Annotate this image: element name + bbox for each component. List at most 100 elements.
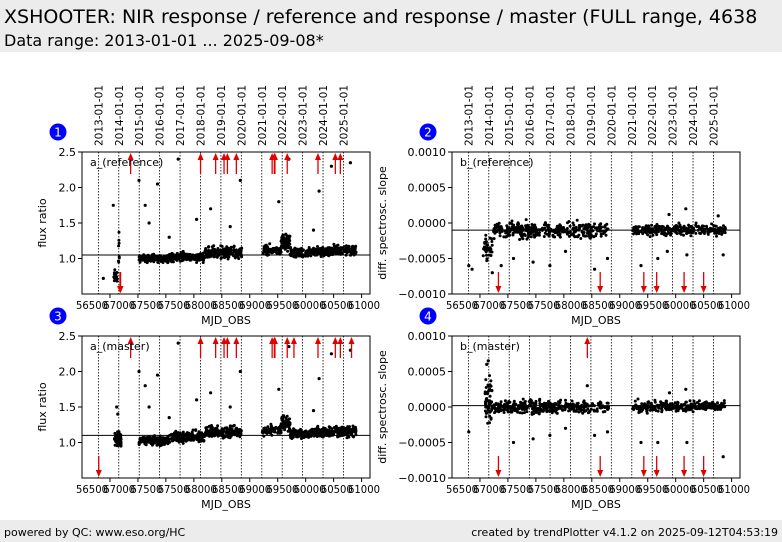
y-tick-label: −0.0010: [398, 472, 446, 485]
data-point: [167, 416, 171, 420]
data-point: [162, 258, 165, 262]
outlier-arrowhead: [271, 153, 278, 160]
data-point: [524, 407, 528, 411]
data-point: [575, 402, 579, 406]
y-tick-label: 0.0010: [408, 146, 447, 159]
x-tick-label: 60500: [691, 484, 723, 496]
data-point: [288, 422, 292, 426]
outlier-arrowhead: [681, 470, 688, 477]
data-point: [586, 231, 590, 235]
x-axis-label: MJD_OBS: [571, 498, 621, 511]
data-point: [685, 253, 689, 257]
data-point: [217, 252, 220, 256]
data-point: [688, 399, 692, 403]
outlier-arrowhead: [233, 337, 240, 344]
data-point: [648, 231, 652, 235]
data-point: [114, 439, 118, 443]
data-point: [527, 225, 531, 229]
data-point: [161, 442, 165, 446]
data-point: [486, 246, 490, 250]
data-point: [697, 225, 701, 229]
data-point: [138, 260, 142, 264]
footer-credit: powered by QC: www.eso.org/HC: [4, 526, 186, 539]
data-point: [593, 433, 597, 437]
data-point: [644, 403, 648, 407]
data-point: [137, 443, 141, 446]
y-tick-label: 2.0: [59, 182, 77, 195]
data-point: [486, 399, 490, 403]
data-point: [161, 437, 165, 441]
data-point: [653, 225, 657, 229]
data-point: [682, 229, 686, 233]
outlier-arrowhead: [197, 153, 204, 160]
data-point: [555, 225, 559, 229]
data-point: [689, 224, 693, 228]
data-point: [649, 401, 653, 405]
x-axis-label: MJD_OBS: [201, 498, 251, 511]
data-point: [694, 407, 698, 410]
data-point: [152, 252, 156, 256]
data-point: [691, 410, 695, 414]
data-point: [684, 207, 688, 211]
data-point: [332, 426, 336, 429]
data-point: [545, 232, 549, 236]
y-tick-label: 1.5: [59, 217, 77, 230]
data-point: [142, 254, 146, 258]
data-point: [636, 225, 640, 229]
x-tick-label: 61000: [718, 300, 750, 312]
data-point: [519, 401, 523, 405]
data-point: [324, 431, 328, 434]
panel-number: 1: [54, 126, 62, 140]
data-point: [113, 431, 117, 435]
data-point: [488, 410, 492, 414]
data-point: [115, 271, 119, 274]
data-point: [337, 431, 341, 435]
data-point: [707, 402, 711, 406]
data-point: [534, 399, 538, 403]
page-subtitle: Data range: 2013-01-01 ... 2025-09-08*: [4, 31, 324, 50]
data-point: [467, 430, 471, 434]
data-point: [632, 406, 636, 410]
data-point: [219, 244, 223, 248]
data-point: [655, 404, 659, 408]
outlier-arrowhead: [314, 337, 321, 344]
x-tick-label: 56500: [446, 300, 478, 312]
data-point: [684, 387, 688, 391]
data-point: [590, 234, 594, 238]
outlier-arrowhead: [597, 470, 604, 477]
data-point: [301, 430, 305, 434]
data-point: [682, 233, 685, 237]
y-tick-label: 0.0000: [408, 217, 447, 230]
x-tick-label: 60000: [664, 300, 696, 312]
x-tick-label: 69500: [636, 484, 668, 496]
data-point: [484, 386, 488, 389]
data-point: [564, 398, 567, 402]
data-point: [548, 433, 552, 437]
data-point: [583, 234, 587, 238]
data-point: [493, 228, 497, 232]
data-point: [289, 246, 293, 249]
data-point: [228, 225, 232, 229]
data-point: [498, 408, 502, 411]
data-point: [697, 402, 701, 406]
data-point: [605, 405, 609, 409]
data-point: [509, 228, 513, 232]
data-point: [280, 415, 284, 419]
data-point: [488, 421, 491, 425]
data-point: [295, 435, 298, 439]
data-point: [483, 409, 487, 413]
data-point: [660, 231, 664, 235]
date-tick-label: 2015-01-01: [134, 85, 146, 146]
data-point: [722, 229, 726, 233]
data-point: [184, 433, 188, 437]
data-point: [210, 433, 214, 437]
x-tick-label: 60000: [294, 300, 326, 312]
data-point: [673, 401, 677, 405]
data-point: [266, 425, 270, 429]
data-point: [353, 428, 357, 432]
data-point: [467, 264, 471, 268]
data-point: [653, 407, 656, 411]
data-point: [181, 258, 185, 262]
data-point: [543, 402, 547, 406]
data-point: [571, 232, 575, 236]
